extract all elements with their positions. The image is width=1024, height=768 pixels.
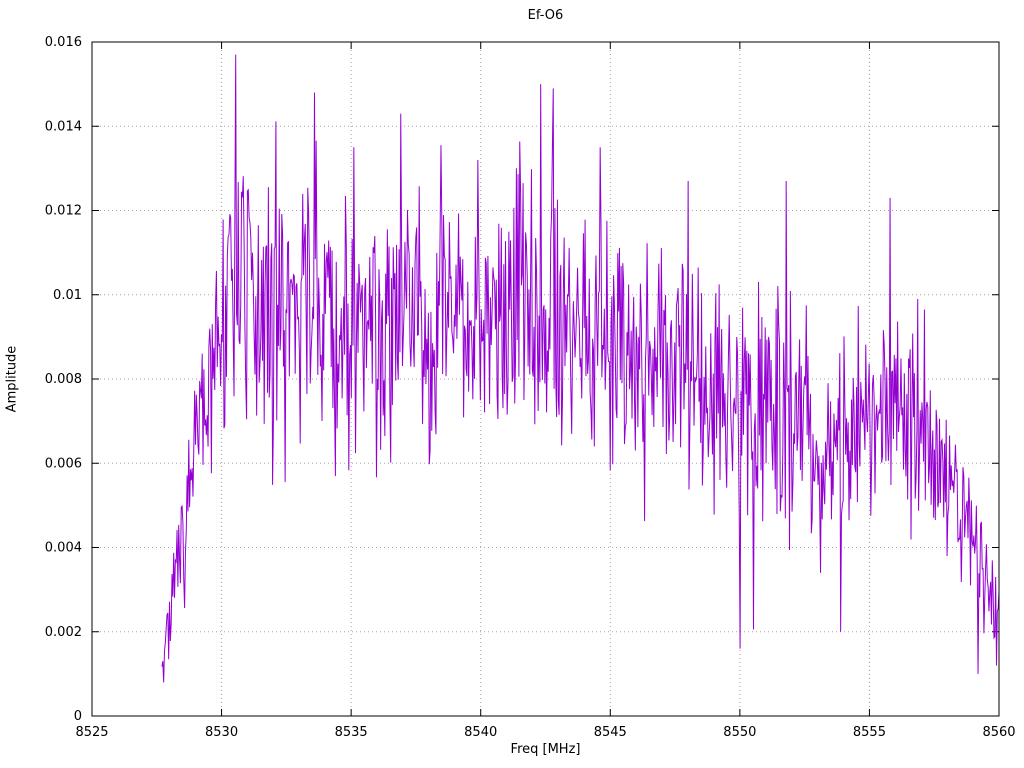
x-tick-label: 8550 <box>723 725 756 740</box>
y-tick-label: 0.002 <box>45 625 82 640</box>
y-tick-label: 0 <box>74 709 82 724</box>
y-tick-label: 0.008 <box>45 372 82 387</box>
plot-border <box>91 41 1000 717</box>
y-tick-label: 0.004 <box>45 541 82 556</box>
x-tick-label: 8545 <box>594 725 627 740</box>
x-tick-label: 8535 <box>335 725 368 740</box>
x-tick-label: 8560 <box>982 725 1015 740</box>
y-tick-label: 0.006 <box>45 456 82 471</box>
y-tick-label: 0.016 <box>45 35 82 50</box>
series-line <box>161 54 1000 683</box>
y-tick-label: 0.01 <box>53 288 82 303</box>
x-axis-label: Freq [MHz] <box>510 742 581 757</box>
y-tick-label: 0.012 <box>45 204 82 219</box>
grid <box>91 41 1000 717</box>
x-tick-label: 8530 <box>205 725 238 740</box>
y-tick-label: 0.014 <box>45 119 82 134</box>
x-tick-label: 8525 <box>75 725 108 740</box>
x-tick-label: 8555 <box>853 725 886 740</box>
x-tick-label: 8540 <box>464 725 497 740</box>
chart-title: Ef-O6 <box>527 8 564 23</box>
tick-labels: 8525 8530 8535 8540 8545 8550 8555 8560 0 0.002 0.… <box>45 35 1016 740</box>
